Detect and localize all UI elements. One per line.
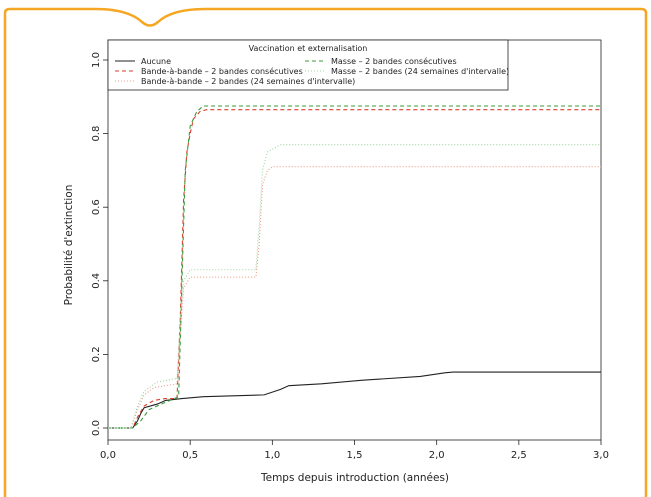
series-line-4 (108, 144, 601, 429)
legend-entry-masse-intervalle: Masse – 2 bandes (24 semaines d'interval… (331, 67, 509, 76)
x-tick-label: 2,5 (511, 450, 527, 461)
legend-box (107, 39, 509, 91)
series-line-2 (108, 166, 601, 429)
y-tick-label: 0.4 (91, 273, 102, 289)
legend-entry-bande-consecutives: Bande-à-bande – 2 bandes consécutives (141, 66, 303, 76)
legend: Vaccination et externalisation Aucune Ba… (107, 39, 509, 91)
y-axis-label: Probabilité d'extinction (63, 185, 75, 306)
y-tick-label: 0.6 (91, 199, 102, 215)
y-axis: 0.0 0.2 0.4 0.6 0.8 1.0 (91, 52, 108, 436)
frame-border (3, 7, 648, 497)
y-tick-label: 1.0 (91, 52, 102, 68)
x-tick-label: 1,5 (347, 450, 363, 461)
series-line-3 (108, 105, 601, 429)
x-axis: 0,0 0,5 1,0 1,5 2,0 2,5 3,0 (100, 440, 609, 461)
x-axis-label: Temps depuis introduction (années) (260, 472, 449, 484)
x-tick-label: 0,0 (100, 450, 116, 461)
series-layer (108, 105, 601, 429)
y-tick-label: 0.8 (91, 126, 102, 142)
x-tick-label: 0,5 (182, 450, 198, 461)
plot-frame (107, 39, 602, 441)
legend-entry-aucune: Aucune (141, 57, 171, 66)
x-tick-label: 2,0 (429, 450, 445, 461)
legend-entry-bande-intervalle: Bande-à-bande – 2 bandes (24 semaines d'… (141, 77, 355, 86)
x-tick-label: 3,0 (593, 450, 609, 461)
legend-entry-masse-consecutives: Masse – 2 bandes consécutives (331, 56, 457, 66)
series-line-1 (108, 109, 601, 429)
series-line-0 (108, 371, 601, 429)
x-tick-label: 1,0 (264, 450, 280, 461)
y-tick-label: 0.2 (91, 346, 102, 362)
y-tick-label: 0.0 (91, 420, 102, 436)
legend-title: Vaccination et externalisation (249, 44, 368, 53)
